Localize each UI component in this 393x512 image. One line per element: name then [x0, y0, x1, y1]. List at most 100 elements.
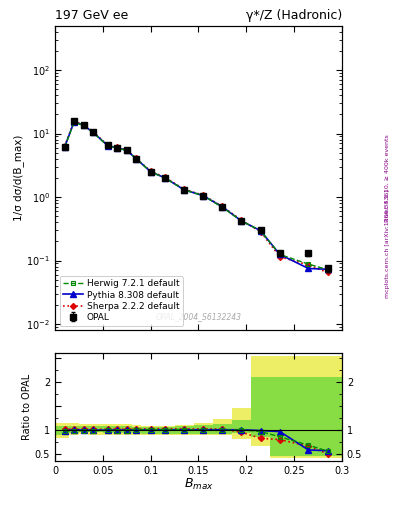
- Pythia 8.308 default: [148, 168, 153, 175]
- Bar: [174, 426, 194, 434]
- Bar: [70, 423, 79, 436]
- Sherpa 2.2.2 default: [306, 262, 311, 268]
- Pythia 8.308 default: [277, 251, 282, 258]
- Text: mcplots.cern.ch [arXiv:1306.3436]: mcplots.cern.ch [arXiv:1306.3436]: [385, 189, 389, 297]
- Herwig 7.2.1 default: [72, 119, 77, 125]
- Bar: [160, 426, 174, 435]
- Pythia 8.308 default: [306, 265, 311, 271]
- Bar: [251, 356, 270, 446]
- Pythia 8.308 default: [134, 156, 139, 162]
- Sherpa 2.2.2 default: [258, 228, 263, 234]
- Herwig 7.2.1 default: [163, 175, 167, 181]
- Pythia 8.308 default: [258, 228, 263, 234]
- Sherpa 2.2.2 default: [325, 269, 330, 275]
- Herwig 7.2.1 default: [201, 193, 206, 199]
- Line: Pythia 8.308 default: Pythia 8.308 default: [62, 119, 331, 272]
- Y-axis label: 1/σ dσ/d(B_max): 1/σ dσ/d(B_max): [13, 135, 24, 221]
- Bar: [141, 428, 160, 434]
- Bar: [174, 425, 194, 435]
- Herwig 7.2.1 default: [125, 147, 129, 154]
- Sherpa 2.2.2 default: [148, 168, 153, 174]
- Bar: [270, 356, 294, 458]
- Pythia 8.308 default: [72, 119, 77, 125]
- Bar: [270, 377, 294, 456]
- Bar: [122, 424, 132, 435]
- Sherpa 2.2.2 default: [125, 147, 129, 153]
- Bar: [112, 424, 122, 435]
- Pythia 8.308 default: [125, 147, 129, 153]
- Herwig 7.2.1 default: [306, 261, 311, 267]
- Bar: [251, 377, 270, 437]
- Sherpa 2.2.2 default: [81, 122, 86, 128]
- Y-axis label: Ratio to OPAL: Ratio to OPAL: [22, 374, 32, 440]
- Herwig 7.2.1 default: [81, 123, 86, 129]
- Bar: [232, 408, 251, 439]
- Sherpa 2.2.2 default: [220, 203, 225, 209]
- Bar: [132, 425, 141, 435]
- Bar: [294, 356, 318, 458]
- Bar: [70, 426, 79, 433]
- Bar: [103, 426, 112, 433]
- Herwig 7.2.1 default: [105, 143, 110, 149]
- Herwig 7.2.1 default: [62, 144, 67, 151]
- X-axis label: $B_{max}$: $B_{max}$: [184, 477, 213, 492]
- Herwig 7.2.1 default: [134, 156, 139, 162]
- Pythia 8.308 default: [201, 193, 206, 199]
- Sherpa 2.2.2 default: [62, 143, 67, 150]
- Bar: [318, 356, 342, 458]
- Sherpa 2.2.2 default: [72, 118, 77, 124]
- Pythia 8.308 default: [182, 187, 187, 193]
- Herwig 7.2.1 default: [91, 130, 95, 136]
- Bar: [232, 420, 251, 433]
- Herwig 7.2.1 default: [325, 267, 330, 273]
- Bar: [194, 422, 213, 435]
- Sherpa 2.2.2 default: [91, 129, 95, 135]
- Bar: [88, 424, 103, 435]
- Pythia 8.308 default: [62, 144, 67, 150]
- Bar: [141, 426, 160, 435]
- Herwig 7.2.1 default: [182, 187, 187, 193]
- Bar: [160, 428, 174, 434]
- Line: Sherpa 2.2.2 default: Sherpa 2.2.2 default: [62, 119, 330, 274]
- Pythia 8.308 default: [81, 122, 86, 129]
- Text: 197 GeV ee: 197 GeV ee: [55, 9, 128, 22]
- Bar: [132, 427, 141, 433]
- Bar: [122, 426, 132, 433]
- Bar: [194, 425, 213, 434]
- Pythia 8.308 default: [115, 145, 119, 151]
- Sherpa 2.2.2 default: [115, 144, 119, 151]
- Bar: [294, 377, 318, 456]
- Text: Rivet 3.1.10, ≥ 400k events: Rivet 3.1.10, ≥ 400k events: [385, 134, 389, 222]
- Bar: [79, 423, 88, 434]
- Pythia 8.308 default: [220, 204, 225, 210]
- Text: γ*/Z (Hadronic): γ*/Z (Hadronic): [246, 9, 342, 22]
- Sherpa 2.2.2 default: [105, 142, 110, 148]
- Pythia 8.308 default: [91, 130, 95, 136]
- Sherpa 2.2.2 default: [201, 192, 206, 198]
- Text: OPAL_2004_S6132243: OPAL_2004_S6132243: [156, 312, 241, 321]
- Sherpa 2.2.2 default: [163, 174, 167, 180]
- Bar: [88, 426, 103, 432]
- Sherpa 2.2.2 default: [239, 217, 244, 223]
- Pythia 8.308 default: [239, 218, 244, 224]
- Sherpa 2.2.2 default: [182, 186, 187, 193]
- Bar: [55, 423, 70, 438]
- Herwig 7.2.1 default: [220, 204, 225, 210]
- Bar: [103, 424, 112, 435]
- Herwig 7.2.1 default: [258, 228, 263, 234]
- Pythia 8.308 default: [105, 142, 110, 148]
- Herwig 7.2.1 default: [115, 145, 119, 151]
- Line: Herwig 7.2.1 default: Herwig 7.2.1 default: [62, 120, 330, 272]
- Bar: [213, 424, 232, 434]
- Sherpa 2.2.2 default: [134, 155, 139, 161]
- Bar: [112, 426, 122, 433]
- Legend: Herwig 7.2.1 default, Pythia 8.308 default, Sherpa 2.2.2 default, OPAL: Herwig 7.2.1 default, Pythia 8.308 defau…: [59, 276, 183, 326]
- Bar: [213, 419, 232, 435]
- Pythia 8.308 default: [163, 175, 167, 181]
- Herwig 7.2.1 default: [277, 251, 282, 258]
- Herwig 7.2.1 default: [239, 218, 244, 224]
- Bar: [318, 377, 342, 456]
- Bar: [55, 426, 70, 436]
- Bar: [79, 426, 88, 432]
- Pythia 8.308 default: [325, 266, 330, 272]
